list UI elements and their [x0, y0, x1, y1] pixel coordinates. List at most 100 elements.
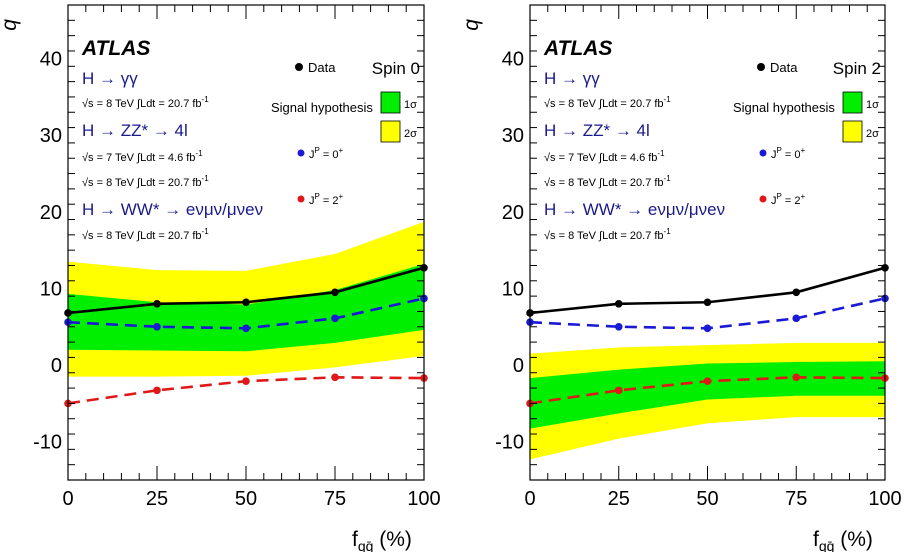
legend-jp2-label: JP = 2+	[309, 192, 344, 207]
x-tick-label: 100	[407, 488, 440, 510]
legend-jp2-sup2: +	[339, 192, 344, 201]
y-axis-label: q	[0, 19, 21, 31]
legend-one-sigma-swatch	[842, 91, 863, 114]
channel-label: H → ZZ* → 4l	[544, 121, 650, 140]
x-axis-label: fqq̄ (%)	[813, 528, 873, 552]
x-tick-label: 0	[62, 488, 73, 510]
series-point-0-3	[792, 288, 801, 297]
series-point-2-2	[242, 377, 250, 385]
series-point-2-3	[792, 373, 801, 382]
x-tick-label: 75	[785, 488, 807, 510]
lumi-sup: -1	[664, 174, 672, 183]
legend-jp2-rest: = 2	[782, 195, 801, 207]
legend-jp0-rest: = 0	[782, 149, 801, 161]
lumi-sup: -1	[202, 174, 210, 183]
x-tick-label: 50	[696, 488, 718, 510]
lumi-label: √s = 7 TeV ∫Ldt = 4.6 fb-1	[82, 149, 203, 164]
series-point-2-2	[703, 377, 712, 385]
lumi-sup: -1	[664, 227, 672, 236]
x-axis-label-main: f	[352, 528, 358, 551]
channel-label: H → WW* → eνμν/μνeν	[82, 200, 263, 219]
y-tick-label: 40	[40, 49, 62, 71]
spin-label: Spin 0	[372, 59, 420, 78]
legend-jp2-sup2: +	[801, 192, 806, 201]
legend-jp0-sup2: +	[801, 146, 806, 155]
x-tick-label: 25	[608, 488, 630, 510]
legend-two-sigma-label: 2σ	[404, 128, 417, 140]
x-tick-label: 0	[524, 488, 535, 510]
chart-panel-right: -10 0 10 20 30 40 0 25 50 75 100 q fqq̄ (%) ATLAS H → …	[460, 4, 902, 552]
legend-jp2-sup: P	[777, 192, 782, 201]
series-point-0-1	[153, 299, 161, 308]
series-point-0-2	[703, 298, 712, 307]
legend-two-sigma-label: 2σ	[866, 128, 879, 140]
legend-signal-hypothesis: Signal hypothesis	[733, 100, 835, 115]
x-tick-label: 100	[868, 488, 901, 510]
series-line-0	[529, 266, 886, 315]
legend-data-label: Data	[308, 60, 336, 75]
legend-jp0-sup: P	[315, 146, 320, 155]
series-point-1-3	[331, 314, 339, 323]
y-axis-label: q	[460, 19, 483, 31]
lumi-sup: -1	[202, 227, 210, 236]
series-point-1-1	[614, 322, 623, 331]
y-tick-label: -10	[33, 432, 62, 454]
series-point-1-1	[153, 322, 161, 331]
legend-two-sigma-swatch	[380, 120, 401, 143]
y-tick-label: 20	[502, 202, 524, 224]
chart-panel-left: -10 0 10 20 30 40 0 25 50 75 100 q fqq̄ (%) ATLAS H → …	[0, 4, 441, 552]
lumi-label: √s = 8 TeV ∫Ldt = 20.7 fb-1	[544, 95, 671, 110]
x-axis-label-sub: qq̄	[358, 538, 374, 552]
channel-label: H → γγ	[544, 69, 600, 88]
x-axis-label-unit: (%)	[373, 528, 412, 551]
lumi-label: √s = 7 TeV ∫Ldt = 4.6 fb-1	[544, 149, 665, 164]
legend-data-label: Data	[770, 60, 798, 75]
legend-data-marker	[757, 63, 765, 71]
y-tick-label: 20	[40, 202, 62, 224]
channel-label: H → WW* → eνμν/μνeν	[544, 200, 725, 219]
legend-one-sigma-swatch	[380, 91, 401, 114]
legend-jp0-sup: P	[777, 146, 782, 155]
y-tick-label: 30	[502, 125, 524, 147]
legend-jp0-label: JP = 0+	[771, 146, 806, 161]
legend-signal-hypothesis: Signal hypothesis	[271, 100, 373, 115]
atlas-brand: ATLAS	[81, 37, 150, 60]
spin-label: Spin 2	[833, 59, 881, 78]
x-tick-label: 50	[235, 488, 257, 510]
legend-jp0-marker	[759, 149, 767, 157]
y-tick-label: 40	[502, 49, 524, 71]
legend-jp0-marker	[297, 149, 305, 157]
channel-label: H → ZZ* → 4l	[82, 121, 188, 140]
lumi-label: √s = 8 TeV ∫Ldt = 20.7 fb-1	[544, 174, 671, 189]
y-tick-label: 0	[513, 355, 524, 377]
legend-one-sigma-label: 1σ	[866, 99, 879, 111]
x-axis-label-sub: qq̄	[819, 538, 835, 552]
lumi-sup: -1	[657, 149, 665, 158]
lumi-sup: -1	[195, 149, 203, 158]
lumi-label: √s = 8 TeV ∫Ldt = 20.7 fb-1	[544, 227, 671, 242]
y-tick-label: 10	[502, 278, 524, 300]
legend-jp0-rest: = 0	[320, 149, 339, 161]
y-tick-label: 0	[51, 355, 62, 377]
x-axis-label-main: f	[813, 528, 819, 551]
legend-jp2-sup: P	[315, 192, 320, 201]
lumi-label: √s = 8 TeV ∫Ldt = 20.7 fb-1	[82, 227, 209, 242]
legend-jp2-marker	[759, 195, 767, 203]
series-point-2-1	[153, 386, 161, 395]
series-point-1-3	[792, 314, 801, 323]
y-tick-label: -10	[495, 432, 524, 454]
x-axis-label-unit: (%)	[834, 528, 873, 551]
legend-data-marker	[295, 63, 303, 71]
x-axis-label: fqq̄ (%)	[352, 528, 412, 552]
y-tick-label: 10	[40, 278, 62, 300]
lumi-label: √s = 8 TeV ∫Ldt = 20.7 fb-1	[82, 174, 209, 189]
channel-label: H → γγ	[82, 69, 138, 88]
y-tick-label: 30	[40, 125, 62, 147]
legend-jp0-sup2: +	[339, 146, 344, 155]
lumi-sup: -1	[664, 95, 672, 104]
legend-one-sigma-label: 1σ	[404, 99, 417, 111]
legend-jp2-rest: = 2	[320, 195, 339, 207]
series-point-2-3	[331, 373, 339, 382]
series-point-1-2	[242, 324, 250, 333]
